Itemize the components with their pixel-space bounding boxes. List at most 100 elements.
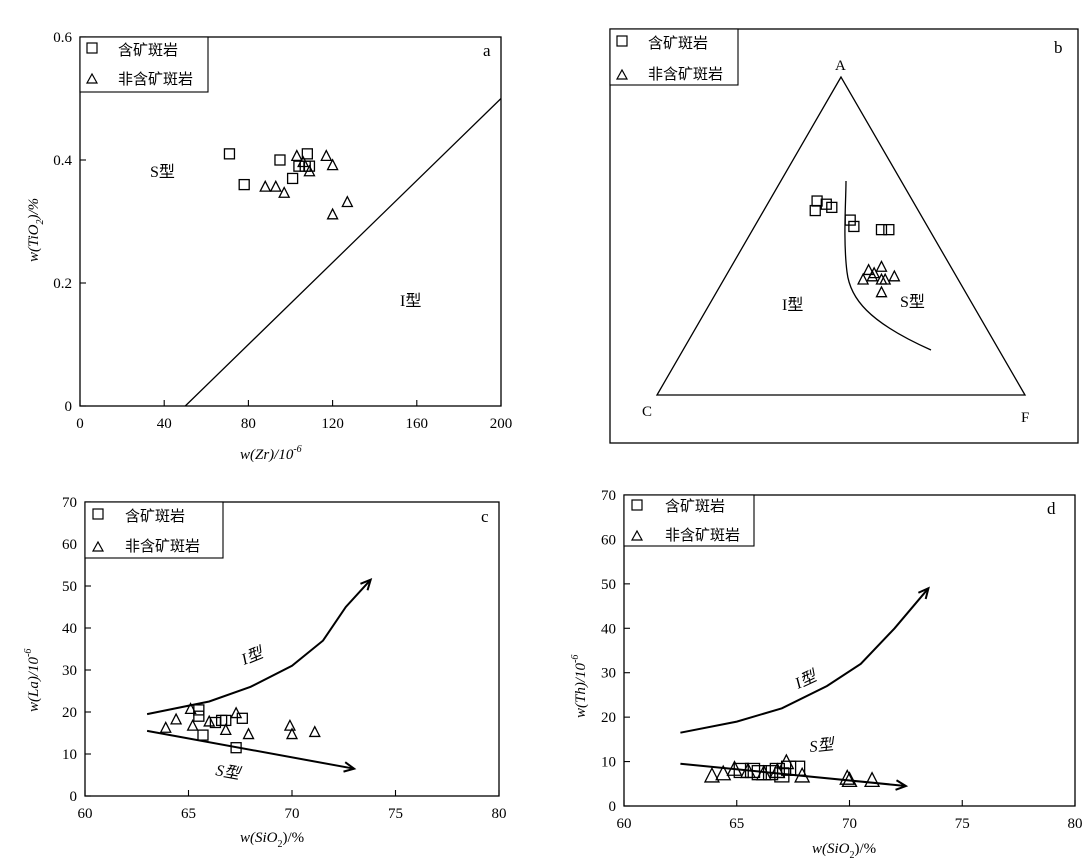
panel-b-apex-c: C <box>642 404 652 420</box>
data-point-square <box>286 172 299 185</box>
panel-a-frame <box>79 36 502 407</box>
y-tick-label: 30 <box>601 666 616 682</box>
data-point-square <box>875 223 888 236</box>
data-point-square <box>238 178 250 191</box>
data-point-triangle <box>203 714 216 727</box>
y-tick-label: 20 <box>601 710 616 726</box>
panel-b-boundary-curve <box>844 180 932 351</box>
panel-c-legend-label-1: 含矿斑岩 <box>125 508 185 525</box>
x-tick-label: 120 <box>321 416 344 432</box>
legend-triangle-icon <box>615 68 629 80</box>
panel-a-letter: a <box>483 41 491 60</box>
x-tick-label: 80 <box>1068 816 1083 832</box>
panel-c-points <box>159 702 321 754</box>
panel-d-letter: d <box>1047 499 1056 518</box>
panel-a-region-s: S型 <box>150 163 175 181</box>
panel-c-legend-box <box>84 501 224 559</box>
legend-triangle-icon <box>630 529 644 541</box>
data-point-triangle <box>297 155 310 168</box>
data-point-square <box>274 154 286 166</box>
y-tick-label: 40 <box>601 621 616 637</box>
panel-c: 60 65 70 75 80 0 10 20 30 40 50 60 70 含矿斑岩 非含矿斑岩 c I… <box>23 495 507 850</box>
panel-a-legend: 含矿斑岩 非含矿斑岩 <box>79 36 209 93</box>
data-point-square <box>826 201 838 214</box>
panel-b-apex-f: F <box>1021 410 1029 426</box>
panel-b-legend-label-1: 含矿斑岩 <box>648 35 708 52</box>
panel-c-trend-i-arrowhead <box>360 577 373 591</box>
data-point-square <box>193 710 205 722</box>
data-point-triangle <box>285 727 299 740</box>
y-tick-label: 10 <box>62 747 77 763</box>
x-tick-label: 80 <box>492 806 507 822</box>
panel-d-x-label: w(SiO2)/% <box>812 841 876 861</box>
x-tick-label: 65 <box>729 816 744 832</box>
legend-square-icon <box>92 508 104 520</box>
data-point-square <box>197 729 209 741</box>
y-tick-label: 70 <box>601 488 616 504</box>
y-tick-label: 40 <box>62 621 77 637</box>
data-point-triangle <box>159 721 172 733</box>
panel-c-y-label: w(La)/10-6 <box>23 649 42 712</box>
x-tick-label: 200 <box>490 416 513 432</box>
data-point-square <box>883 223 895 236</box>
legend-triangle-icon <box>91 540 105 552</box>
panel-c-legend-label-2: 非含矿斑岩 <box>125 538 200 555</box>
panel-d: 60 65 70 75 80 0 10 20 30 40 50 60 70 含矿斑岩 非含矿斑岩 d I… <box>570 488 1083 861</box>
panel-d-points <box>703 753 881 788</box>
panel-d-trend-i-arrowhead <box>917 586 930 600</box>
panel-b-region-s: S型 <box>900 293 925 311</box>
data-point-triangle <box>184 702 197 714</box>
y-tick-label: 10 <box>601 755 616 771</box>
y-tick-label: 0 <box>70 789 78 805</box>
panel-d-legend: 含矿斑岩 非含矿斑岩 <box>623 494 755 547</box>
data-point-triangle <box>242 727 255 740</box>
data-point-square <box>301 148 313 160</box>
x-tick-label: 60 <box>617 816 632 832</box>
data-point-triangle <box>219 723 232 735</box>
x-tick-label: 60 <box>78 806 93 822</box>
y-tick-label: 0.4 <box>53 153 72 169</box>
y-tick-label: 0.2 <box>53 276 72 292</box>
panel-d-legend-label-1: 含矿斑岩 <box>665 498 725 515</box>
data-point-triangle <box>341 195 354 208</box>
legend-square-icon <box>616 35 628 47</box>
data-point-square <box>230 742 242 754</box>
panel-c-x-label: w(SiO2)/% <box>240 830 304 850</box>
y-tick-label: 60 <box>601 532 616 548</box>
y-tick-label: 0 <box>609 799 617 815</box>
data-point-triangle <box>170 712 183 725</box>
x-tick-label: 70 <box>842 816 857 832</box>
y-tick-label: 0.6 <box>53 30 72 46</box>
panel-c-trend-s-label: S型 <box>214 761 243 783</box>
data-point-triangle <box>259 179 272 192</box>
data-point-triangle <box>715 764 732 781</box>
data-point-triangle <box>303 164 316 177</box>
data-point-triangle <box>839 769 856 785</box>
data-point-triangle <box>278 186 291 198</box>
panel-a-y-label: w(TiO2)/% <box>26 198 46 262</box>
data-point-triangle <box>794 766 811 783</box>
data-point-square <box>844 214 856 226</box>
data-point-triangle <box>230 706 243 719</box>
data-point-triangle <box>320 149 333 162</box>
panel-a-boundary-line <box>184 98 502 407</box>
panel-a-region-i: I型 <box>400 292 421 310</box>
x-tick-label: 75 <box>955 816 970 832</box>
data-point-triangle <box>769 762 786 779</box>
data-point-triangle <box>879 272 892 285</box>
legend-square-icon <box>631 499 643 511</box>
data-point-square <box>811 195 823 207</box>
panel-b-legend-label-2: 非含矿斑岩 <box>648 66 723 83</box>
data-point-triangle <box>857 272 870 285</box>
panel-b-points <box>809 195 901 298</box>
panel-b-legend-box <box>609 28 739 86</box>
x-tick-label: 40 <box>157 416 172 432</box>
legend-square-icon <box>86 42 98 54</box>
panel-a-legend-label-2: 非含矿斑岩 <box>118 71 193 88</box>
panel-d-trend-s-label: S型 <box>809 735 837 756</box>
x-tick-label: 160 <box>406 416 429 432</box>
panel-c-letter: c <box>481 507 489 526</box>
panel-a-x-label: w(Zr)/10-6 <box>240 444 302 463</box>
y-tick-label: 0 <box>65 399 73 415</box>
